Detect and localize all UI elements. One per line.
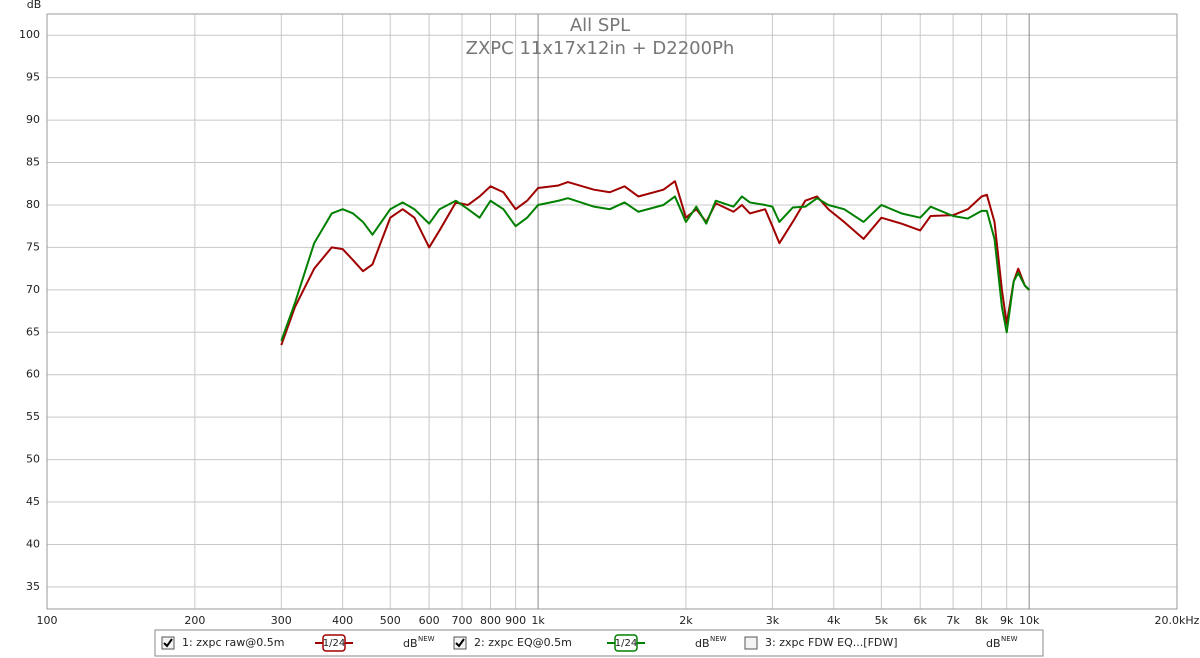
series-line [280,195,1030,342]
x-tick-label: 2k [679,614,693,627]
y-tick-label: 35 [26,580,40,593]
y-tick-label: 50 [26,453,40,466]
chart-subtitle: ZXPC 11x17x12in + D2200Ph [466,38,735,59]
x-tick-label: 6k [914,614,928,627]
legend-label: 1: zxpc raw@0.5m [182,636,284,649]
legend-smoothing-box[interactable] [614,634,638,652]
plot-frame [46,13,1178,610]
legend-item: 2: zxpc EQ@0.5m 1/24 dB NEW [453,634,727,652]
x-tick-label: 400 [332,614,353,627]
legend-smoothing: 1/24 [615,638,637,649]
y-tick-label: 40 [26,537,40,550]
legend-unit: dB [403,637,418,650]
y-tick-label: 85 [26,156,40,169]
legend-checkbox[interactable] [744,636,758,650]
x-tick-label: 300 [271,614,292,627]
x-tick-label: 20.0kHz [1155,614,1200,627]
y-tick-label: 70 [26,283,40,296]
y-tick-label: 100 [19,28,40,41]
y-tick-label: 65 [26,325,40,338]
grid [46,14,1178,609]
x-tick-label: 100 [37,614,58,627]
x-tick-label: 1k [531,614,545,627]
legend-item: 3: zxpc FDW EQ...[FDW] dB NEW [744,635,1018,650]
legend-label: 2: zxpc EQ@0.5m [474,636,572,649]
legend-badge: NEW [710,635,727,643]
y-tick-label: 55 [26,410,40,423]
y-tick-label: 80 [26,198,40,211]
y-tick-label: 90 [26,113,40,126]
legend-smoothing: 1/24 [323,638,345,649]
legend-badge: NEW [418,635,435,643]
legend-unit: dB [695,637,710,650]
x-tick-label: 10k [1019,614,1040,627]
legend-smoothing-box[interactable] [322,634,346,652]
y-tick-label: 60 [26,368,40,381]
legend-unit: dB [986,637,1001,650]
x-tick-label: 7k [946,614,960,627]
x-tick-label: 900 [505,614,526,627]
y-tick-label: 45 [26,495,40,508]
legend-box [154,629,1044,657]
x-tick-label: 700 [452,614,473,627]
x-tick-label: 800 [480,614,501,627]
legend-checkmark [455,638,465,648]
x-tick-label: 200 [184,614,205,627]
y-tick-label: 75 [26,240,40,253]
legend-badge: NEW [1001,635,1018,643]
legend-item: 1: zxpc raw@0.5m 1/24 dB NEW [161,634,435,652]
x-tick-label: 4k [827,614,841,627]
x-tick-label: 9k [1000,614,1014,627]
y-tick-label: 95 [26,71,40,84]
x-tick-label: 5k [875,614,889,627]
x-tick-label: 600 [419,614,440,627]
x-tick-label: 3k [766,614,780,627]
x-tick-label: 8k [975,614,989,627]
y-axis-label: dB [27,0,42,11]
chart-title: All SPL [570,15,630,36]
x-tick-label: 500 [380,614,401,627]
legend-checkmark [163,638,173,648]
legend-label: 3: zxpc FDW EQ...[FDW] [765,636,898,649]
